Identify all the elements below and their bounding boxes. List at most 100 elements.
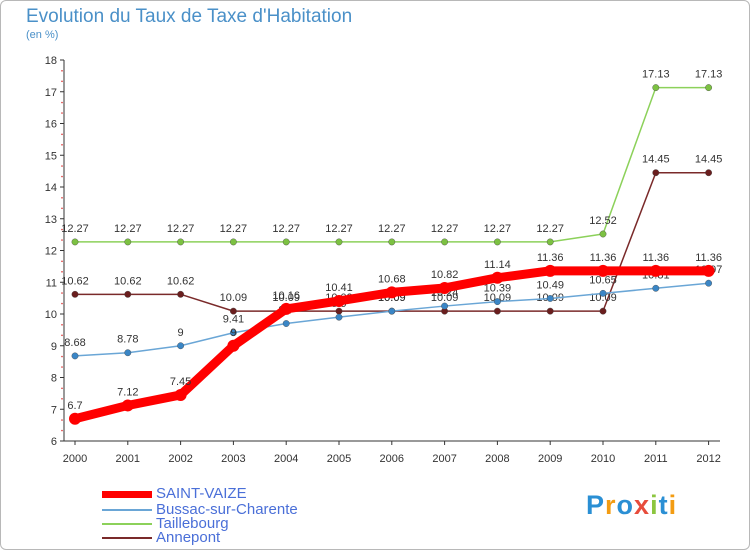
data-point-saint-vaize	[333, 294, 345, 307]
data-point-bussac-sur-charente	[335, 313, 343, 321]
legend-label-annepont: Annepont	[156, 529, 221, 546]
y-minor-tick	[61, 387, 63, 390]
y-minor-tick	[61, 323, 63, 326]
data-label-taillebourg: 17.13	[642, 69, 670, 81]
data-label-annepont: 10.09	[589, 292, 617, 304]
data-point-taillebourg	[124, 238, 132, 246]
x-tick-label: 2008	[485, 453, 509, 465]
legend-swatch-bussac	[102, 509, 152, 511]
data-point-saint-vaize	[702, 264, 715, 277]
data-label-saint-vaize: 10.68	[378, 273, 406, 285]
data-point-bussac-sur-charente	[177, 342, 185, 350]
data-point-taillebourg	[335, 238, 343, 246]
data-point-bussac-sur-charente	[546, 295, 554, 302]
data-label-annepont: 14.45	[695, 154, 723, 166]
logo-letter: i	[668, 490, 678, 520]
y-tick-label: 8	[51, 373, 57, 385]
data-point-saint-vaize	[227, 339, 240, 352]
y-tick-label: 9	[51, 341, 57, 353]
data-point-annepont	[599, 307, 607, 315]
data-label-taillebourg: 12.27	[484, 223, 512, 235]
y-minor-tick	[61, 196, 63, 199]
data-point-taillebourg	[229, 238, 237, 246]
data-label-saint-vaize: 11.36	[537, 252, 564, 264]
data-point-taillebourg	[177, 238, 185, 246]
chart-title: Evolution du Taux de Taxe d'Habitation	[26, 6, 353, 27]
y-minor-tick	[61, 260, 63, 263]
data-point-bussac-sur-charente	[71, 352, 79, 360]
y-minor-tick	[61, 270, 63, 273]
data-label-taillebourg: 12.27	[378, 223, 406, 235]
x-tick-label: 2011	[644, 453, 668, 465]
data-point-saint-vaize	[649, 264, 662, 277]
data-point-taillebourg	[493, 238, 501, 246]
data-label-saint-vaize: 10.41	[325, 282, 353, 294]
data-label-bussac-sur-charente: 9.41	[223, 314, 244, 326]
y-tick-label: 7	[51, 404, 57, 416]
data-point-annepont	[705, 169, 712, 177]
x-tick-label: 2003	[221, 453, 245, 465]
logo-letter: P	[586, 490, 606, 520]
data-label-taillebourg: 12.52	[589, 215, 617, 227]
logo-letter: o	[616, 490, 635, 520]
data-point-annepont	[71, 290, 79, 298]
data-label-saint-vaize: 6.7	[67, 400, 82, 412]
legend-swatch-annepont	[102, 537, 152, 539]
data-point-annepont	[124, 290, 132, 298]
data-point-taillebourg	[282, 238, 290, 246]
legend-label-taillebourg: Taillebourg	[156, 515, 229, 532]
data-label-bussac-sur-charente: 8.68	[64, 337, 85, 349]
legend-label-bussac: Bussac-sur-Charente	[156, 501, 298, 518]
y-minor-tick	[61, 69, 63, 72]
y-minor-tick	[61, 239, 63, 241]
data-label-annepont: 10.09	[431, 292, 459, 304]
data-point-taillebourg	[652, 84, 660, 92]
logo-letter: x	[634, 490, 651, 520]
logo-letter: r	[605, 490, 617, 520]
data-label-taillebourg: 12.27	[167, 223, 195, 235]
y-minor-tick	[61, 397, 63, 400]
x-tick-label: 2001	[116, 453, 140, 465]
data-point-bussac-sur-charente	[388, 307, 396, 315]
data-label-saint-vaize: 10.16	[272, 290, 300, 302]
x-tick-label: 2007	[432, 453, 456, 465]
data-label-saint-vaize: 7.45	[170, 376, 191, 388]
x-tick-label: 2009	[538, 453, 562, 465]
data-point-bussac-sur-charente	[705, 279, 712, 287]
y-tick-label: 13	[45, 214, 57, 226]
data-label-annepont: 14.45	[642, 154, 670, 166]
y-minor-tick	[61, 165, 63, 167]
data-point-saint-vaize	[544, 264, 557, 277]
data-point-annepont	[546, 307, 554, 315]
proxiti-logo: Proxiti	[586, 490, 677, 521]
data-label-bussac-sur-charente: 9	[178, 327, 184, 339]
data-point-bussac-sur-charente	[652, 284, 660, 292]
logo-letter: i	[650, 490, 659, 520]
data-point-saint-vaize	[280, 302, 293, 315]
data-point-saint-vaize	[491, 271, 504, 284]
x-tick-label: 2000	[63, 453, 87, 465]
data-label-saint-vaize: 10.82	[431, 269, 459, 281]
data-label-taillebourg: 17.13	[695, 69, 723, 81]
data-label-annepont: 10.62	[114, 275, 142, 287]
data-label-saint-vaize: 9	[230, 327, 236, 339]
data-point-saint-vaize	[121, 399, 134, 412]
y-minor-tick	[61, 302, 63, 305]
data-point-saint-vaize	[69, 412, 81, 425]
data-label-annepont: 10.09	[220, 292, 248, 304]
y-minor-tick	[61, 133, 63, 136]
data-point-saint-vaize	[174, 388, 187, 401]
data-point-bussac-sur-charente	[441, 302, 448, 310]
data-label-annepont: 10.62	[61, 275, 89, 287]
x-tick-label: 2012	[696, 453, 720, 465]
data-label-taillebourg: 12.27	[536, 223, 564, 235]
data-label-saint-vaize: 11.36	[590, 252, 617, 264]
data-label-taillebourg: 12.27	[272, 223, 300, 235]
data-label-taillebourg: 12.27	[61, 223, 89, 235]
y-tick-label: 12	[45, 246, 57, 258]
y-minor-tick	[61, 429, 63, 432]
data-point-taillebourg	[705, 84, 712, 92]
data-label-taillebourg: 12.27	[431, 223, 459, 235]
data-label-taillebourg: 12.27	[325, 223, 353, 235]
